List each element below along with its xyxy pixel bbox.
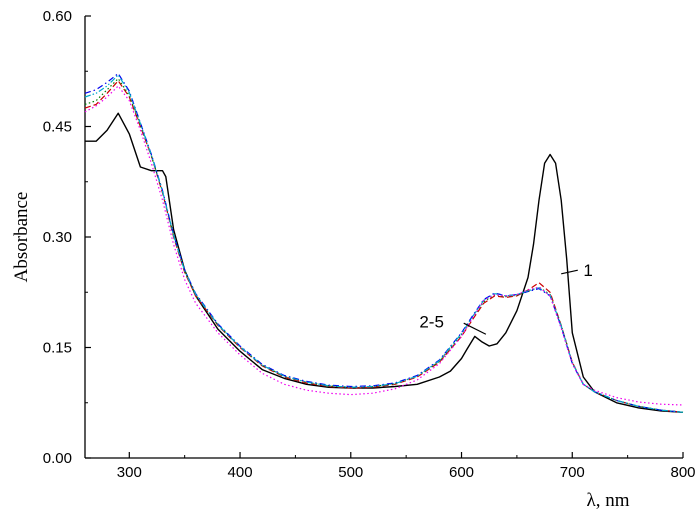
- series-line-3: [84, 78, 684, 413]
- annotation-leader-line: [463, 322, 487, 335]
- y-tick-label: 0.15: [43, 340, 72, 357]
- x-tick-label: 300: [117, 464, 142, 481]
- curve-annotation-label: 1: [583, 261, 592, 280]
- series-line-5: [84, 74, 684, 413]
- series-line-2: [84, 80, 684, 413]
- annotation-leader-line: [561, 269, 578, 275]
- plot-axes: 300 400 500 600 700 800 0.00 0.15 0.30 0.45 0.60: [43, 8, 696, 481]
- x-tick-label: 800: [670, 464, 695, 481]
- series-layer: [84, 72, 684, 413]
- x-axis-title: λ, nm: [587, 490, 630, 511]
- x-tick-label: 500: [338, 464, 363, 481]
- series-line-6: [84, 85, 684, 406]
- curve-annotation-label: 2-5: [419, 313, 444, 332]
- x-tick-label: 600: [449, 464, 474, 481]
- y-axis-title: Absorbance: [11, 192, 32, 283]
- curve-annotations: 1 2-5: [419, 261, 593, 335]
- y-tick-label: 0.00: [43, 450, 72, 467]
- y-tick-label: 0.45: [43, 119, 72, 136]
- x-tick-label: 700: [560, 464, 585, 481]
- y-tick-label: 0.30: [43, 229, 72, 246]
- series-line-4: [84, 72, 684, 413]
- series-line-1: [85, 112, 684, 413]
- y-tick-label: 0.60: [43, 8, 72, 25]
- x-tick-label: 400: [228, 464, 253, 481]
